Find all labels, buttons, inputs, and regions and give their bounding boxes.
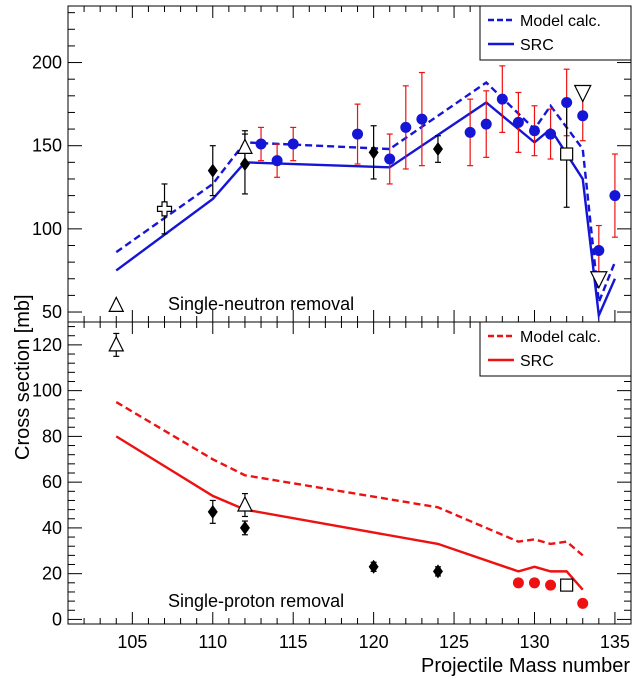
- data-point-blue-circle: [512, 116, 524, 128]
- y-tick-label: 150: [32, 136, 62, 156]
- series-line-src: [115, 435, 584, 591]
- legend-label: SRC: [520, 353, 554, 370]
- data-point-blue-circle: [255, 138, 267, 150]
- data-point-blue-circle: [528, 125, 540, 137]
- data-point-red-circle: [545, 579, 557, 591]
- data-point-blue-circle: [609, 190, 621, 202]
- legend-label: Model calc.: [520, 329, 601, 346]
- y-tick-label: 200: [32, 53, 62, 73]
- data-point-diamond: [368, 559, 379, 574]
- y-tick-label: 100: [32, 219, 62, 239]
- x-tick-label: 135: [600, 632, 630, 652]
- data-point-open-triangle: [236, 138, 253, 154]
- x-tick-label: 105: [117, 632, 147, 652]
- data-point-diamond: [432, 564, 443, 579]
- data-point-open-triangle: [236, 495, 253, 512]
- x-tick-label: 120: [359, 632, 389, 652]
- data-point-diamond: [239, 157, 250, 171]
- series-line-model-calc: [115, 401, 584, 557]
- y-tick-label: 50: [42, 302, 62, 322]
- data-point-blue-circle: [545, 128, 557, 140]
- data-point-open-triangle-down: [589, 271, 608, 290]
- data-point-blue-circle: [352, 128, 364, 140]
- legend-box: [479, 5, 632, 61]
- data-point-open-cross: [156, 201, 173, 217]
- data-point-blue-circle: [593, 244, 605, 256]
- data-point-open-triangle-down: [573, 84, 592, 103]
- y-tick-label: 100: [32, 381, 62, 401]
- series-line-src: [115, 100, 617, 320]
- y-tick-label: 120: [32, 335, 62, 355]
- data-point-diamond: [207, 504, 218, 519]
- data-point-diamond: [239, 520, 250, 535]
- legend-label: SRC: [520, 37, 554, 54]
- data-point-blue-circle: [384, 153, 396, 165]
- x-axis-label: Projectile Mass number: [421, 655, 630, 677]
- data-point-blue-circle: [287, 138, 299, 150]
- data-point-blue-circle: [561, 96, 573, 108]
- x-tick-label: 115: [279, 632, 308, 652]
- data-point-blue-circle: [416, 113, 428, 125]
- data-point-blue-circle: [271, 155, 283, 167]
- x-tick-label: 130: [519, 632, 549, 652]
- top-panel-annotation: Single-neutron removal: [168, 294, 354, 314]
- data-point-red-circle: [577, 597, 589, 609]
- y-tick-label: 80: [42, 426, 62, 446]
- data-point-open-square: [560, 578, 574, 592]
- data-point-blue-circle: [400, 121, 412, 133]
- data-point-blue-circle: [496, 93, 508, 105]
- bottom-panel-annotation: Single-proton removal: [168, 591, 344, 611]
- y-tick-label: 0: [52, 609, 62, 629]
- y-tick-label: 60: [42, 472, 62, 492]
- x-tick-label: 110: [198, 632, 227, 652]
- y-tick-label: 20: [42, 564, 62, 584]
- x-tick-label: 125: [439, 632, 469, 652]
- data-point-red-circle: [512, 577, 524, 589]
- legend-label: Model calc.: [520, 13, 601, 30]
- y-tick-label: 40: [42, 518, 62, 538]
- data-point-blue-circle: [480, 118, 492, 130]
- data-point-blue-circle: [464, 126, 476, 138]
- data-point-open-square: [560, 147, 574, 161]
- annotation-triangle-marker: [108, 296, 125, 312]
- data-point-diamond: [368, 145, 379, 160]
- series-line-model-calc: [115, 80, 617, 303]
- y-axis-label: Cross section [mb]: [12, 294, 34, 460]
- data-point-diamond: [207, 163, 218, 178]
- legend-box: [479, 321, 632, 377]
- data-point-open-triangle: [108, 335, 125, 352]
- data-point-red-circle: [528, 577, 540, 589]
- data-point-blue-circle: [577, 110, 589, 122]
- data-point-diamond: [432, 142, 443, 157]
